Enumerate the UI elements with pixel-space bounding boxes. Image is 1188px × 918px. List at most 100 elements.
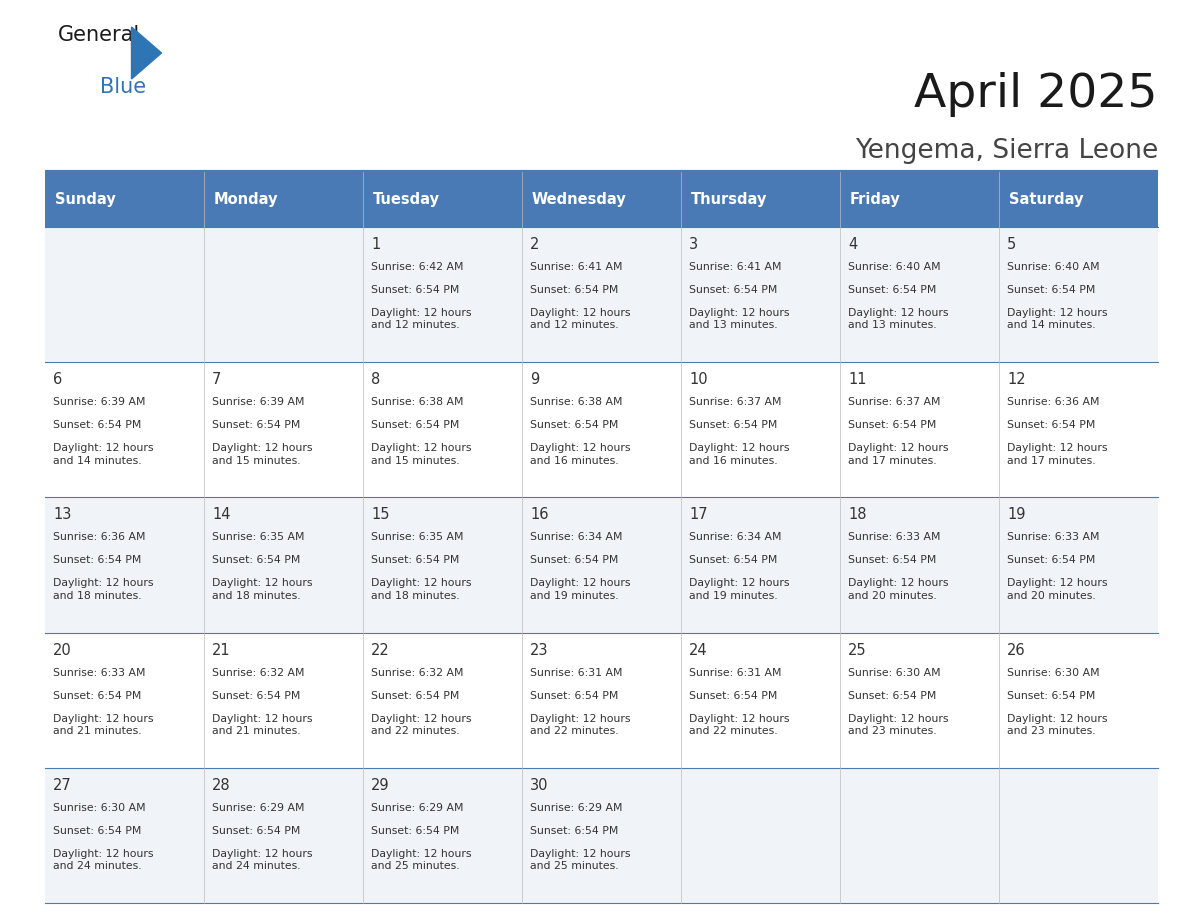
Text: Sunrise: 6:29 AM: Sunrise: 6:29 AM xyxy=(211,803,304,812)
Text: 8: 8 xyxy=(371,372,380,387)
Text: Sunrise: 6:36 AM: Sunrise: 6:36 AM xyxy=(53,532,145,543)
Text: Daylight: 12 hours
and 23 minutes.: Daylight: 12 hours and 23 minutes. xyxy=(848,713,948,736)
Text: Sunrise: 6:33 AM: Sunrise: 6:33 AM xyxy=(1007,532,1100,543)
Text: Daylight: 12 hours
and 20 minutes.: Daylight: 12 hours and 20 minutes. xyxy=(1007,578,1107,600)
Text: 3: 3 xyxy=(689,237,699,252)
Bar xyxy=(45,498,1158,633)
Text: 18: 18 xyxy=(848,508,866,522)
Text: Sunrise: 6:40 AM: Sunrise: 6:40 AM xyxy=(848,262,941,272)
Text: Sunrise: 6:29 AM: Sunrise: 6:29 AM xyxy=(371,803,463,812)
Text: Daylight: 12 hours
and 18 minutes.: Daylight: 12 hours and 18 minutes. xyxy=(371,578,472,600)
Text: 28: 28 xyxy=(211,778,230,793)
Text: 13: 13 xyxy=(53,508,71,522)
Text: Sunset: 6:54 PM: Sunset: 6:54 PM xyxy=(1007,285,1095,295)
Text: 15: 15 xyxy=(371,508,390,522)
Text: 30: 30 xyxy=(530,778,549,793)
Bar xyxy=(45,767,1158,903)
Text: Sunset: 6:54 PM: Sunset: 6:54 PM xyxy=(211,420,301,431)
Text: Sunset: 6:54 PM: Sunset: 6:54 PM xyxy=(530,826,619,835)
Text: Sunrise: 6:41 AM: Sunrise: 6:41 AM xyxy=(689,262,782,272)
Text: Sunrise: 6:36 AM: Sunrise: 6:36 AM xyxy=(1007,397,1100,408)
Text: Sunset: 6:54 PM: Sunset: 6:54 PM xyxy=(371,285,460,295)
Text: Sunrise: 6:30 AM: Sunrise: 6:30 AM xyxy=(53,803,146,812)
Text: Sunrise: 6:38 AM: Sunrise: 6:38 AM xyxy=(530,397,623,408)
Text: 17: 17 xyxy=(689,508,708,522)
Text: General: General xyxy=(58,25,140,45)
Text: Sunset: 6:54 PM: Sunset: 6:54 PM xyxy=(371,555,460,565)
Text: Sunrise: 6:39 AM: Sunrise: 6:39 AM xyxy=(211,397,304,408)
Text: Daylight: 12 hours
and 20 minutes.: Daylight: 12 hours and 20 minutes. xyxy=(848,578,948,600)
Text: Sunset: 6:54 PM: Sunset: 6:54 PM xyxy=(1007,555,1095,565)
Text: 9: 9 xyxy=(530,372,539,387)
Text: Daylight: 12 hours
and 14 minutes.: Daylight: 12 hours and 14 minutes. xyxy=(1007,308,1107,330)
Text: Daylight: 12 hours
and 23 minutes.: Daylight: 12 hours and 23 minutes. xyxy=(1007,713,1107,736)
Bar xyxy=(45,227,1158,363)
Text: Sunset: 6:54 PM: Sunset: 6:54 PM xyxy=(689,420,777,431)
Text: Sunday: Sunday xyxy=(55,192,115,207)
Text: 20: 20 xyxy=(53,643,71,657)
Text: Sunset: 6:54 PM: Sunset: 6:54 PM xyxy=(848,285,936,295)
Text: 22: 22 xyxy=(371,643,390,657)
Text: Sunrise: 6:37 AM: Sunrise: 6:37 AM xyxy=(689,397,782,408)
Text: Daylight: 12 hours
and 13 minutes.: Daylight: 12 hours and 13 minutes. xyxy=(689,308,790,330)
Text: 19: 19 xyxy=(1007,508,1025,522)
Text: Sunrise: 6:31 AM: Sunrise: 6:31 AM xyxy=(689,667,782,677)
Bar xyxy=(45,172,1158,227)
Text: Sunset: 6:54 PM: Sunset: 6:54 PM xyxy=(848,420,936,431)
Text: Daylight: 12 hours
and 17 minutes.: Daylight: 12 hours and 17 minutes. xyxy=(1007,443,1107,465)
Text: Daylight: 12 hours
and 16 minutes.: Daylight: 12 hours and 16 minutes. xyxy=(530,443,631,465)
Text: Sunrise: 6:42 AM: Sunrise: 6:42 AM xyxy=(371,262,463,272)
Text: 7: 7 xyxy=(211,372,221,387)
Text: Sunset: 6:54 PM: Sunset: 6:54 PM xyxy=(689,555,777,565)
Text: Sunrise: 6:40 AM: Sunrise: 6:40 AM xyxy=(1007,262,1100,272)
Text: Sunset: 6:54 PM: Sunset: 6:54 PM xyxy=(371,826,460,835)
Text: 12: 12 xyxy=(1007,372,1025,387)
Text: Daylight: 12 hours
and 18 minutes.: Daylight: 12 hours and 18 minutes. xyxy=(211,578,312,600)
Text: Sunrise: 6:34 AM: Sunrise: 6:34 AM xyxy=(530,532,623,543)
Text: Sunset: 6:54 PM: Sunset: 6:54 PM xyxy=(689,285,777,295)
Text: Sunrise: 6:39 AM: Sunrise: 6:39 AM xyxy=(53,397,145,408)
Text: Sunrise: 6:33 AM: Sunrise: 6:33 AM xyxy=(53,667,145,677)
Text: Daylight: 12 hours
and 12 minutes.: Daylight: 12 hours and 12 minutes. xyxy=(530,308,631,330)
Text: Saturday: Saturday xyxy=(1009,192,1083,207)
Text: Daylight: 12 hours
and 15 minutes.: Daylight: 12 hours and 15 minutes. xyxy=(211,443,312,465)
Text: Daylight: 12 hours
and 15 minutes.: Daylight: 12 hours and 15 minutes. xyxy=(371,443,472,465)
Text: Sunrise: 6:31 AM: Sunrise: 6:31 AM xyxy=(530,667,623,677)
Text: Daylight: 12 hours
and 22 minutes.: Daylight: 12 hours and 22 minutes. xyxy=(371,713,472,736)
Text: Daylight: 12 hours
and 25 minutes.: Daylight: 12 hours and 25 minutes. xyxy=(530,849,631,871)
Text: Daylight: 12 hours
and 12 minutes.: Daylight: 12 hours and 12 minutes. xyxy=(371,308,472,330)
Text: Daylight: 12 hours
and 22 minutes.: Daylight: 12 hours and 22 minutes. xyxy=(689,713,790,736)
Text: Sunset: 6:54 PM: Sunset: 6:54 PM xyxy=(53,555,141,565)
Text: Sunset: 6:54 PM: Sunset: 6:54 PM xyxy=(530,285,619,295)
Text: 14: 14 xyxy=(211,508,230,522)
Text: Sunset: 6:54 PM: Sunset: 6:54 PM xyxy=(371,690,460,700)
Text: Sunrise: 6:35 AM: Sunrise: 6:35 AM xyxy=(211,532,304,543)
Text: 6: 6 xyxy=(53,372,62,387)
Text: Thursday: Thursday xyxy=(691,192,767,207)
Text: Yengema, Sierra Leone: Yengema, Sierra Leone xyxy=(854,138,1158,164)
Text: Daylight: 12 hours
and 24 minutes.: Daylight: 12 hours and 24 minutes. xyxy=(53,849,153,871)
Text: Sunrise: 6:37 AM: Sunrise: 6:37 AM xyxy=(848,397,941,408)
Bar xyxy=(45,363,1158,498)
Text: Daylight: 12 hours
and 13 minutes.: Daylight: 12 hours and 13 minutes. xyxy=(848,308,948,330)
Text: Daylight: 12 hours
and 22 minutes.: Daylight: 12 hours and 22 minutes. xyxy=(530,713,631,736)
Text: Daylight: 12 hours
and 21 minutes.: Daylight: 12 hours and 21 minutes. xyxy=(53,713,153,736)
Text: Wednesday: Wednesday xyxy=(532,192,627,207)
Text: Sunset: 6:54 PM: Sunset: 6:54 PM xyxy=(371,420,460,431)
Text: Sunset: 6:54 PM: Sunset: 6:54 PM xyxy=(211,826,301,835)
Text: 26: 26 xyxy=(1007,643,1025,657)
Text: Sunset: 6:54 PM: Sunset: 6:54 PM xyxy=(848,555,936,565)
Text: Sunrise: 6:35 AM: Sunrise: 6:35 AM xyxy=(371,532,463,543)
Text: Sunrise: 6:29 AM: Sunrise: 6:29 AM xyxy=(530,803,623,812)
Text: 1: 1 xyxy=(371,237,380,252)
Text: Daylight: 12 hours
and 21 minutes.: Daylight: 12 hours and 21 minutes. xyxy=(211,713,312,736)
Text: Sunset: 6:54 PM: Sunset: 6:54 PM xyxy=(1007,420,1095,431)
Text: Blue: Blue xyxy=(100,77,146,97)
Text: 24: 24 xyxy=(689,643,708,657)
Text: Sunset: 6:54 PM: Sunset: 6:54 PM xyxy=(53,826,141,835)
Text: Sunrise: 6:33 AM: Sunrise: 6:33 AM xyxy=(848,532,941,543)
Text: Friday: Friday xyxy=(849,192,901,207)
Text: Daylight: 12 hours
and 19 minutes.: Daylight: 12 hours and 19 minutes. xyxy=(689,578,790,600)
Text: Sunrise: 6:32 AM: Sunrise: 6:32 AM xyxy=(371,667,463,677)
Bar xyxy=(45,633,1158,767)
